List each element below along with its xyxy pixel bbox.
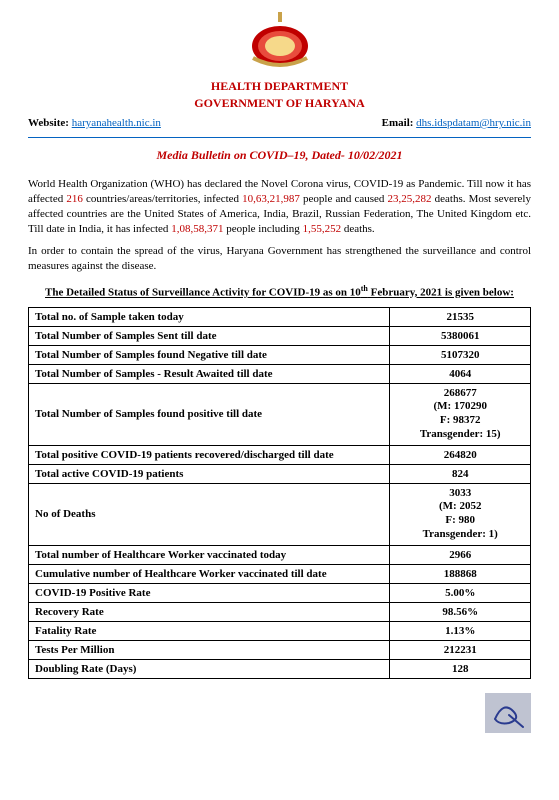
table-row: Total Number of Samples Sent till date53…: [29, 326, 531, 345]
row-label: Recovery Rate: [29, 602, 390, 621]
email-block: Email: dhs.idspdatam@hry.nic.in: [382, 117, 531, 129]
table-row: Total positive COVID-19 patients recover…: [29, 445, 531, 464]
p1-n3: 23,25,282: [388, 193, 432, 205]
table-row: Fatality Rate1.13%: [29, 621, 531, 640]
table-row: Tests Per Million212231: [29, 640, 531, 659]
table-row: Total Number of Samples - Result Awaited…: [29, 364, 531, 383]
p1-n2: 10,63,21,987: [242, 193, 300, 205]
row-value: 188868: [390, 564, 531, 583]
status-heading: The Detailed Status of Surveillance Acti…: [28, 284, 531, 299]
website-block: Website: haryanahealth.nic.in: [28, 117, 161, 129]
website-label: Website:: [28, 117, 69, 129]
signature-image: [485, 693, 531, 733]
row-value: 3033(M: 2052F: 980Transgender: 1): [390, 483, 531, 545]
table-row: Total Number of Samples found positive t…: [29, 383, 531, 445]
row-value: 824: [390, 464, 531, 483]
row-value: 128: [390, 659, 531, 678]
row-value: 4064: [390, 364, 531, 383]
row-label: Cumulative number of Healthcare Worker v…: [29, 564, 390, 583]
table-row: Cumulative number of Healthcare Worker v…: [29, 564, 531, 583]
p1-n1: 216: [66, 193, 83, 205]
row-value: 1.13%: [390, 621, 531, 640]
status-heading-pre: The Detailed Status of Surveillance Acti…: [45, 287, 361, 299]
divider: [28, 137, 531, 138]
table-row: No of Deaths3033(M: 2052F: 980Transgende…: [29, 483, 531, 545]
p1-t3: people and caused: [300, 193, 388, 205]
bulletin-title: Media Bulletin on COVID–19, Dated- 10/02…: [28, 148, 531, 163]
row-label: Total Number of Samples found Negative t…: [29, 345, 390, 364]
row-label: Total Number of Samples Sent till date: [29, 326, 390, 345]
p1-t2: countries/areas/territories, infected: [83, 193, 242, 205]
row-label: COVID-19 Positive Rate: [29, 583, 390, 602]
row-label: Total no. of Sample taken today: [29, 307, 390, 326]
status-heading-sup: th: [361, 284, 368, 293]
bulletin-date: , Dated- 10/02/2021: [306, 148, 403, 162]
row-label: Doubling Rate (Days): [29, 659, 390, 678]
p1-t5: people including: [223, 223, 302, 235]
emblem-icon: [245, 12, 315, 73]
table-row: Total active COVID-19 patients824: [29, 464, 531, 483]
email-link[interactable]: dhs.idspdatam@hry.nic.in: [416, 117, 531, 129]
website-link[interactable]: haryanahealth.nic.in: [72, 117, 161, 129]
department-name: HEALTH DEPARTMENT: [28, 79, 531, 94]
row-value: 5.00%: [390, 583, 531, 602]
table-row: Doubling Rate (Days)128: [29, 659, 531, 678]
table-row: Total no. of Sample taken today21535: [29, 307, 531, 326]
p1-t6: deaths.: [341, 223, 375, 235]
status-table: Total no. of Sample taken today21535Tota…: [28, 307, 531, 679]
email-label: Email:: [382, 117, 414, 129]
intro-paragraph-1: World Health Organization (WHO) has decl…: [28, 177, 531, 236]
contact-line: Website: haryanahealth.nic.in Email: dhs…: [28, 117, 531, 129]
header-block: HEALTH DEPARTMENT GOVERNMENT OF HARYANA: [28, 12, 531, 111]
p1-n4: 1,08,58,371: [171, 223, 223, 235]
table-row: Total number of Healthcare Worker vaccin…: [29, 545, 531, 564]
table-row: COVID-19 Positive Rate5.00%: [29, 583, 531, 602]
row-value: 2966: [390, 545, 531, 564]
row-value: 268677(M: 170290F: 98372Transgender: 15): [390, 383, 531, 445]
row-value: 98.56%: [390, 602, 531, 621]
row-value: 5380061: [390, 326, 531, 345]
row-label: Total positive COVID-19 patients recover…: [29, 445, 390, 464]
row-label: Tests Per Million: [29, 640, 390, 659]
row-label: Total Number of Samples - Result Awaited…: [29, 364, 390, 383]
intro-paragraph-2: In order to contain the spread of the vi…: [28, 244, 531, 274]
p1-n5: 1,55,252: [303, 223, 342, 235]
row-label: Fatality Rate: [29, 621, 390, 640]
row-value: 264820: [390, 445, 531, 464]
row-label: No of Deaths: [29, 483, 390, 545]
row-value: 5107320: [390, 345, 531, 364]
government-name: GOVERNMENT OF HARYANA: [28, 96, 531, 111]
row-label: Total active COVID-19 patients: [29, 464, 390, 483]
row-label: Total Number of Samples found positive t…: [29, 383, 390, 445]
row-value: 21535: [390, 307, 531, 326]
table-row: Total Number of Samples found Negative t…: [29, 345, 531, 364]
row-label: Total number of Healthcare Worker vaccin…: [29, 545, 390, 564]
table-row: Recovery Rate98.56%: [29, 602, 531, 621]
row-value: 212231: [390, 640, 531, 659]
status-heading-post: February, 2021 is given below:: [368, 287, 514, 299]
bulletin-prefix: Media Bulletin on COVID–19: [156, 148, 305, 162]
